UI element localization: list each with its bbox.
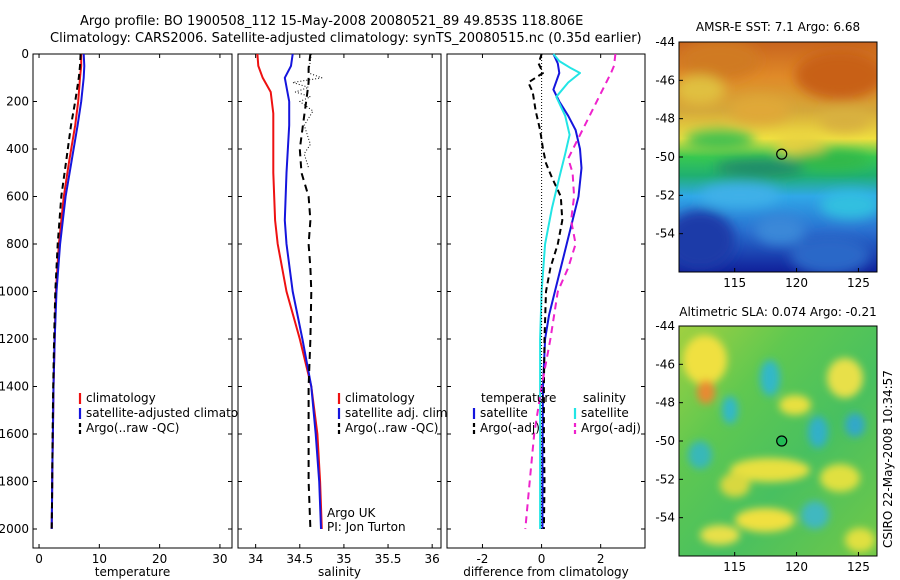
- map-y-tick-label: -54: [655, 227, 675, 241]
- map-y-tick-label: -48: [655, 112, 675, 126]
- sal-x-tick-label: 36: [425, 552, 440, 566]
- sal-x-tick-label: 35.5: [375, 552, 402, 566]
- sst-map-title: AMSR-E SST: 7.1 Argo: 6.68: [696, 20, 860, 34]
- depth-tick-label: 400: [6, 142, 29, 156]
- sla-map-panel: Altimetric SLA: 0.074 Argo: -0.21: [655, 305, 878, 574]
- sst-argo-position-marker: [776, 148, 788, 160]
- pi-annotation: PI: Jon Turton: [327, 520, 406, 534]
- sst-heatmap: [679, 42, 877, 272]
- sst-map-panel: AMSR-E SST: 7.1 Argo: 6.68 115 120: [655, 20, 878, 290]
- diff-legend-temp-argo-label: Argo(-adj): [480, 421, 540, 435]
- depth-tick-label: 200: [6, 95, 29, 109]
- temp-x-axis-label: temperature: [95, 565, 170, 579]
- temp-plot-frame: [32, 53, 233, 549]
- depth-tick-label: 1200: [0, 332, 29, 346]
- temp-x-tick-label: 30: [212, 552, 227, 566]
- map-x-tick-label: 125: [847, 560, 870, 574]
- temp-x-tick-label: 0: [35, 552, 43, 566]
- map-y-tick-label: -46: [655, 73, 675, 87]
- depth-tick-label: 1800: [0, 475, 29, 489]
- header-line-1: Argo profile: BO 1900508_112 15-May-2008…: [80, 14, 583, 29]
- map-y-tick-label: -50: [655, 150, 675, 164]
- temp-legend-1-label: satellite-adjusted climatology: [86, 406, 264, 420]
- diff-legend-header-temperature: temperature: [481, 391, 556, 405]
- sla-argo-position-marker: [776, 435, 788, 447]
- depth-tick-label: 1400: [0, 380, 29, 394]
- depth-tick-label: 1000: [0, 285, 29, 299]
- sal-x-tick-label: 35: [336, 552, 351, 566]
- depth-tick-label: 2000: [0, 522, 29, 536]
- map-x-tick-label: 115: [723, 560, 746, 574]
- diff-x-tick-label: 0: [538, 552, 546, 566]
- diff-legend-sal-argo-label: Argo(-adj): [581, 421, 641, 435]
- diff-x-axis-label: difference from climatology: [463, 565, 629, 579]
- temp-x-tick-label: 20: [152, 552, 167, 566]
- map-x-tick-label: 120: [785, 276, 808, 290]
- map-x-tick-label: 120: [785, 560, 808, 574]
- depth-tick-label: 0: [21, 47, 29, 61]
- map-x-tick-label: 125: [847, 276, 870, 290]
- diff-x-tick-label: -2: [476, 552, 488, 566]
- sla-map-axes: 115 120 125 -44 -46 -48 -50 -52 -54: [655, 319, 870, 574]
- sal-series-reference-line: [292, 53, 323, 169]
- diff-legend-temp-satellite-label: satellite: [480, 406, 528, 420]
- map-y-tick-label: -54: [655, 511, 675, 525]
- diff-series-satellite-line: [539, 53, 581, 529]
- depth-tick-label: 1600: [0, 427, 29, 441]
- map-y-tick-label: -46: [655, 357, 675, 371]
- depth-tick-label: 800: [6, 237, 29, 251]
- map-y-tick-label: -52: [655, 472, 675, 486]
- diff-x-tick-label: 2: [597, 552, 605, 566]
- temp-legend-2-label: Argo(..raw -QC): [86, 421, 179, 435]
- diff-series-argo-adj--line: [524, 53, 617, 530]
- csiro-timestamp-label: CSIRO 22-May-2008 10:34:57: [881, 370, 895, 548]
- map-y-tick-label: -50: [655, 434, 675, 448]
- sal-legend-0-label: climatology: [345, 391, 415, 405]
- sal-legend-2-label: Argo(..raw -QC): [345, 421, 438, 435]
- temp-series-argo-raw-qc--line: [50, 53, 82, 530]
- depth-tick-label: 600: [6, 190, 29, 204]
- temp-x-tick-label: 10: [92, 552, 107, 566]
- temperature-profile-panel: 0 10 20 30 0 200 400 600 800 1000 1200 1400 1600 1800…: [0, 47, 264, 579]
- header-line-2: Climatology: CARS2006. Satellite-adjuste…: [50, 31, 642, 46]
- sal-legend-1-label: satellite adj. clim.: [345, 406, 451, 420]
- sal-plot-frame: [237, 53, 442, 549]
- sst-map-axes: 115 120 125 -44 -46 -48 -50 -52 -54: [655, 35, 870, 290]
- map-y-tick-label: -44: [655, 319, 675, 333]
- sla-map-title: Altimetric SLA: 0.074 Argo: -0.21: [679, 305, 876, 319]
- sal-series-satellite-adj-clim--line: [283, 53, 322, 530]
- sal-x-tick-label: 34.5: [286, 552, 313, 566]
- sal-series-argo-raw-qc--line: [298, 53, 313, 530]
- map-y-tick-label: -52: [655, 188, 675, 202]
- sal-x-axis-label: salinity: [318, 565, 361, 579]
- map-y-tick-label: -48: [655, 396, 675, 410]
- diff-legend-header-salinity: salinity: [583, 391, 626, 405]
- temp-legend-0-label: climatology: [86, 391, 156, 405]
- sal-series-climatology-line: [256, 53, 323, 530]
- map-y-tick-label: -44: [655, 35, 675, 49]
- salinity-profile-panel: 34 34.5 35 35.5 36 salinity climatologysatelli…: [237, 53, 451, 579]
- sal-x-tick-label: 34: [248, 552, 263, 566]
- argo-uk-annotation: Argo UK: [327, 506, 376, 520]
- diff-legend-sal-satellite-label: satellite: [581, 406, 629, 420]
- map-x-tick-label: 115: [723, 276, 746, 290]
